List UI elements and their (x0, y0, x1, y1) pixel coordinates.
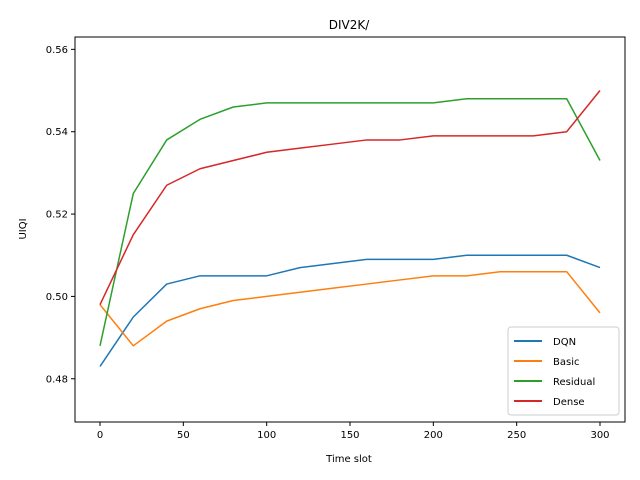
plot-lines (99, 90, 601, 367)
legend-label-dense: Dense (553, 397, 585, 408)
y-axis-ticks: 0.48 0.50 0.52 0.54 0.56 (46, 45, 75, 385)
x-axis-label: Time slot (325, 454, 372, 465)
x-tick-label: 0 (97, 430, 103, 441)
y-tick-label: 0.50 (46, 292, 68, 303)
x-tick-label: 250 (507, 430, 526, 441)
x-tick-label: 200 (424, 430, 443, 441)
y-tick-label: 0.48 (46, 374, 68, 385)
x-tick-label: 150 (340, 430, 359, 441)
y-axis-label: UIQI (18, 218, 29, 239)
x-tick-label: 100 (257, 430, 276, 441)
x-axis-ticks: 0 50 100 150 200 250 300 (97, 422, 610, 441)
x-tick-label: 300 (590, 430, 609, 441)
legend-label-residual: Residual (553, 377, 595, 388)
series-line-basic (99, 270, 601, 347)
y-tick-label: 0.54 (46, 127, 68, 138)
x-tick-label: 50 (177, 430, 190, 441)
series-line-dqn (99, 254, 601, 367)
series-line-residual (99, 98, 601, 346)
legend-box (507, 326, 620, 416)
y-tick-label: 0.52 (46, 210, 68, 221)
y-tick-label: 0.56 (46, 45, 68, 56)
legend-label-basic: Basic (553, 357, 579, 368)
series-line-dense (99, 90, 601, 305)
legend-label-dqn: DQN (553, 337, 576, 348)
legend: DQN Basic Residual Dense (507, 326, 620, 416)
chart-title: DIV2K/ (329, 18, 370, 32)
